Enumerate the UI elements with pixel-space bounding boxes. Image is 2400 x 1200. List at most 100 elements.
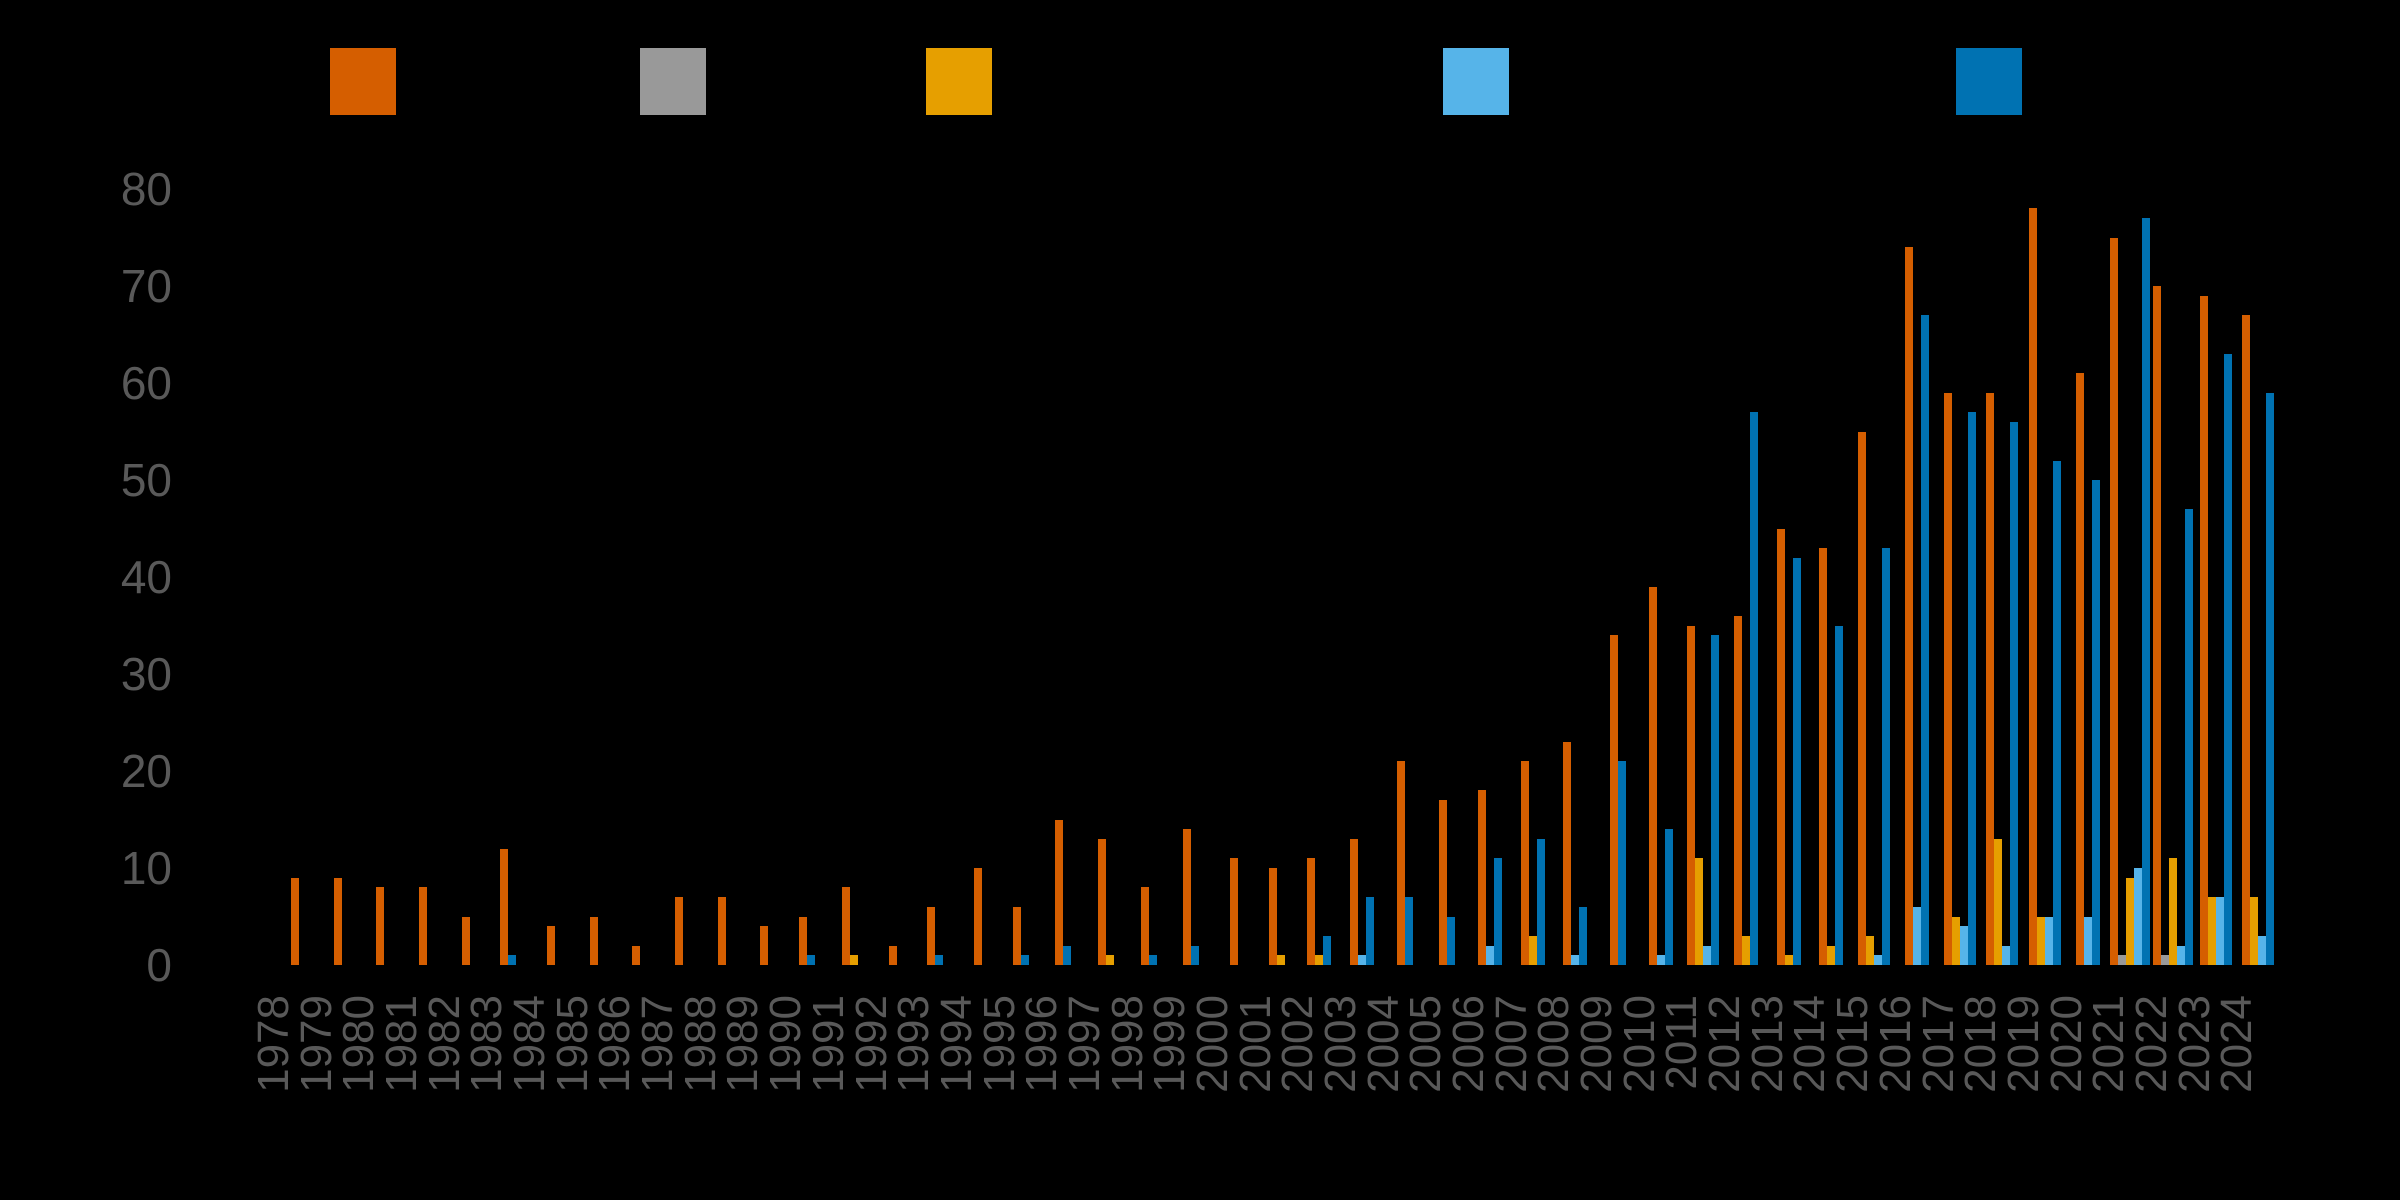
- x-axis-tick-label: 2022: [2126, 995, 2176, 1093]
- bar-1995-series-dark-blue: [1020, 955, 1029, 965]
- y-axis-tick-label: 40: [120, 551, 172, 603]
- bar-2022-series-light-blue: [2176, 945, 2185, 965]
- bar-1978-series-orange: [291, 877, 299, 965]
- bar-2007-series-orange: [1520, 761, 1529, 965]
- bar-2009-series-orange: [1610, 635, 1619, 965]
- x-axis-tick-label: 2007: [1486, 995, 1536, 1093]
- x-axis-tick-label: 2016: [1870, 995, 1920, 1093]
- bar-2002-series-gold: [1315, 955, 1324, 965]
- bar-2023-series-light-blue: [2215, 897, 2224, 965]
- x-axis-tick-label: 2008: [1529, 995, 1579, 1093]
- bar-2024-series-orange: [2242, 315, 2251, 965]
- bar-1984-series-orange: [547, 926, 556, 965]
- x-axis-tick-label: 1988: [675, 995, 725, 1093]
- bar-2021-series-orange: [2110, 237, 2119, 965]
- x-axis-tick-label: 2010: [1614, 995, 1664, 1093]
- bar-1995-series-orange: [1012, 906, 1021, 965]
- x-axis-tick-label: 2012: [1700, 995, 1750, 1093]
- bar-2020-series-dark-blue: [2091, 480, 2100, 965]
- bar-2019-series-dark-blue: [2052, 460, 2061, 965]
- legend-swatch-series-gray: [640, 48, 706, 115]
- bar-2018-series-gold: [1994, 838, 2003, 965]
- bar-2019-series-gold: [2036, 916, 2045, 965]
- y-axis-tick-label: 70: [120, 260, 172, 312]
- bar-2012-series-orange: [1734, 615, 1743, 965]
- legend-swatch-series-light-blue: [1443, 48, 1509, 115]
- bar-2008-series-light-blue: [1571, 955, 1580, 965]
- x-axis-tick-label: 1982: [419, 995, 469, 1093]
- x-axis-tick-label: 2000: [1187, 995, 1237, 1093]
- bar-2016-series-orange: [1904, 247, 1913, 965]
- bar-2016-series-light-blue: [1912, 906, 1921, 965]
- bar-2010-series-orange: [1648, 586, 1657, 965]
- bar-1996-series-orange: [1055, 819, 1064, 965]
- x-axis-tick-label: 2006: [1444, 995, 1494, 1093]
- bar-2023-series-dark-blue: [2223, 353, 2232, 965]
- bar-1990-series-dark-blue: [807, 955, 816, 965]
- bar-2000-series-orange: [1229, 858, 1238, 965]
- bar-2021-series-light-blue: [2134, 868, 2143, 965]
- bar-2017-series-light-blue: [1959, 926, 1968, 965]
- legend-swatch-series-gold: [926, 48, 992, 115]
- bar-2014-series-gold: [1827, 945, 1836, 965]
- bar-2007-series-dark-blue: [1536, 838, 1545, 965]
- bar-2017-series-dark-blue: [1967, 412, 1976, 965]
- bar-2018-series-light-blue: [2002, 945, 2011, 965]
- legend-swatch-series-dark-blue: [1956, 48, 2022, 115]
- bar-2013-series-orange: [1776, 528, 1785, 965]
- bar-2020-series-orange: [2075, 373, 2084, 965]
- bar-2020-series-light-blue: [2083, 916, 2092, 965]
- bar-2006-series-light-blue: [1486, 945, 1495, 965]
- bar-1997-series-orange: [1097, 838, 1106, 965]
- x-axis-tick-label: 1981: [377, 995, 427, 1093]
- bar-2017-series-gold: [1951, 916, 1960, 965]
- y-axis-tick-label: 20: [120, 745, 172, 797]
- bar-2024-series-dark-blue: [2266, 392, 2275, 965]
- bar-2019-series-light-blue: [2044, 916, 2053, 965]
- x-axis-tick-label: 1987: [633, 995, 683, 1093]
- bar-2013-series-dark-blue: [1792, 557, 1801, 965]
- bar-2011-series-gold: [1695, 858, 1704, 965]
- bar-2015-series-gold: [1866, 935, 1875, 965]
- bar-2021-series-gold: [2126, 877, 2135, 965]
- legend-swatch-series-orange: [330, 48, 396, 115]
- bar-2010-series-light-blue: [1656, 955, 1665, 965]
- bar-1989-series-orange: [760, 926, 769, 965]
- bar-1993-series-dark-blue: [935, 955, 944, 965]
- bar-2013-series-gold: [1784, 955, 1793, 965]
- bar-2012-series-gold: [1742, 935, 1751, 965]
- x-axis-tick-label: 1993: [889, 995, 939, 1093]
- bar-2015-series-light-blue: [1874, 955, 1883, 965]
- bar-2006-series-dark-blue: [1494, 858, 1503, 965]
- x-axis-tick-label: 1996: [1017, 995, 1067, 1093]
- bar-1979-series-orange: [333, 877, 342, 965]
- bar-1985-series-orange: [589, 916, 598, 965]
- bar-1980-series-orange: [376, 887, 385, 965]
- bar-2021-series-gray: [2118, 955, 2127, 965]
- bar-2022-series-dark-blue: [2184, 509, 2193, 965]
- bar-2015-series-orange: [1858, 431, 1867, 965]
- bar-2008-series-orange: [1563, 741, 1572, 965]
- bar-1990-series-orange: [799, 916, 808, 965]
- x-axis-tick-label: 1978: [249, 995, 298, 1093]
- bar-1996-series-dark-blue: [1063, 945, 1072, 965]
- x-axis-tick-label: 2001: [1230, 995, 1280, 1093]
- bar-1982-series-orange: [461, 916, 470, 965]
- bar-2016-series-dark-blue: [1920, 315, 1929, 965]
- bar-2024-series-light-blue: [2258, 935, 2267, 965]
- bar-1999-series-dark-blue: [1191, 945, 1200, 965]
- y-axis-tick-label: 30: [120, 648, 172, 700]
- bar-1983-series-orange: [500, 848, 509, 965]
- x-axis-tick-label: 2004: [1358, 995, 1408, 1093]
- bar-1997-series-gold: [1105, 955, 1114, 965]
- y-axis-tick-label: 10: [120, 842, 172, 894]
- x-axis-tick-label: 1997: [1059, 995, 1109, 1093]
- x-axis-tick-label: 2021: [2084, 995, 2134, 1093]
- x-axis-tick-label: 2005: [1401, 995, 1451, 1093]
- x-axis-tick-label: 2015: [1828, 995, 1878, 1093]
- x-axis-tick-label: 1999: [1145, 995, 1195, 1093]
- x-axis-tick-label: 2024: [2212, 995, 2262, 1093]
- bar-2018-series-dark-blue: [2010, 421, 2019, 965]
- x-axis-tick-label: 2020: [2041, 995, 2091, 1093]
- bar-2015-series-dark-blue: [1882, 547, 1891, 965]
